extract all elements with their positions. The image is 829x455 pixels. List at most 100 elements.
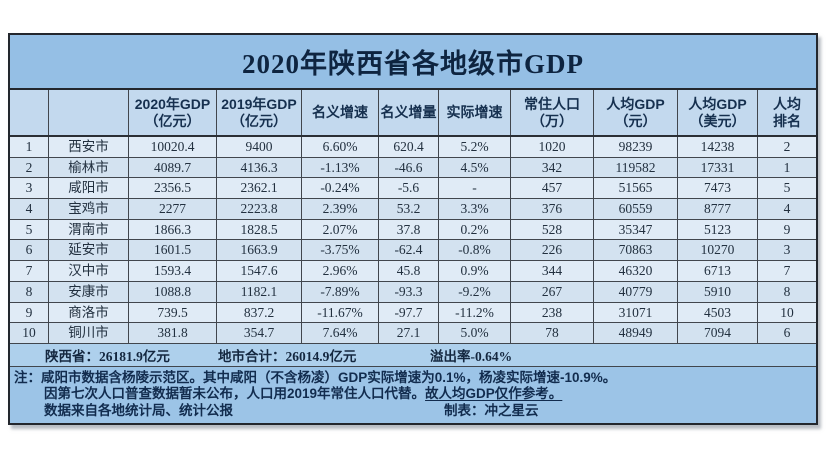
column-header-gdp-2020: 2020年GDP （亿元）	[129, 90, 217, 135]
cell-rank: 2	[10, 157, 49, 178]
cell-population: 342	[511, 157, 594, 178]
note-line-1: 注：咸阳市数据含杨陵示范区。其中咸阳（不含杨凌）GDP实际增速为0.1%，杨凌实…	[14, 370, 810, 387]
cell-city: 铜川市	[49, 323, 129, 343]
note-label: 注：	[14, 369, 41, 385]
cell-real-growth: -0.8%	[439, 240, 511, 261]
cell-nominal-growth: 2.39%	[302, 199, 379, 219]
cell-rank: 4	[10, 199, 49, 219]
cell-per-capita-rank: 2	[783, 139, 791, 154]
cell-gdp-2020: 1088.8	[129, 281, 217, 302]
cell-gdp-2020: 2356.5	[129, 178, 217, 199]
column-header-city	[49, 90, 129, 135]
cell-rank: 10	[10, 323, 49, 343]
cell-gdp-per-capita-usd: 17331	[678, 157, 758, 178]
cell-nominal-increment: 620.4	[379, 137, 439, 157]
province-total: 陕西省：26181.9亿元	[45, 348, 170, 364]
table-header-row: 2020年GDP （亿元） 2019年GDP （亿元） 名义增速 名义增量 实际增速 常住人口…	[10, 90, 816, 137]
cell-gdp-per-capita-cny: 98239	[594, 137, 678, 157]
cell-gdp-2019: 1182.1	[217, 281, 302, 302]
table-row-7: 7 汉中市 1593.4 1547.6 2.96% 45.8 0.9% 344 46320 671…	[10, 261, 816, 282]
cell-real-growth: -	[439, 178, 511, 199]
cell-gdp-per-capita-usd: 7473	[678, 178, 758, 199]
cell-gdp-2020: 381.8	[129, 323, 217, 343]
cell-rank: 6	[10, 240, 49, 261]
cities-total: 地市合计：26014.9亿元	[218, 348, 357, 364]
table-row-10: 10 铜川市 381.8 354.7 7.64% 27.1 5.0% 78 48949 7094 6	[10, 323, 816, 344]
cell-real-growth: 4.5%	[439, 157, 511, 178]
cell-nominal-growth: 6.60%	[302, 137, 379, 157]
cell-per-capita-rank: 4	[783, 201, 791, 217]
cell-per-capita-rank: 1	[783, 159, 791, 175]
spillover-rate: 溢出率-0.64%	[430, 348, 513, 364]
cell-rank: 1	[10, 137, 49, 157]
cell-city: 安康市	[49, 281, 129, 302]
cell-nominal-increment: -97.7	[379, 302, 439, 323]
cell-gdp-per-capita-cny: 70863	[594, 240, 678, 261]
cell-nominal-increment: 37.8	[379, 219, 439, 240]
cell-population: 267	[511, 281, 594, 302]
cell-gdp-2019: 4136.3	[217, 157, 302, 178]
cell-nominal-growth: 2.96%	[302, 261, 379, 281]
cell-gdp-2020: 4089.7	[129, 157, 217, 178]
note-line-3: 数据来自各地统计局、统计公报 制表：冲之星云	[14, 403, 810, 420]
cell-gdp-per-capita-usd: 4503	[678, 302, 758, 323]
notes-section: 注：咸阳市数据含杨陵示范区。其中咸阳（不含杨凌）GDP实际增速为0.1%，杨凌实…	[10, 366, 816, 424]
cell-nominal-growth: 7.64%	[302, 323, 379, 343]
cell-city: 咸阳市	[49, 178, 129, 199]
column-header-nominal-growth: 名义增速	[302, 90, 379, 135]
cell-gdp-2020: 2277	[129, 199, 217, 219]
cell-gdp-per-capita-usd: 7094	[678, 323, 758, 343]
table-row-8: 8 安康市 1088.8 1182.1 -7.89% -93.3 -9.2% 267 40779…	[10, 281, 816, 303]
cell-nominal-increment: 27.1	[379, 323, 439, 343]
cell-rank: 9	[10, 302, 49, 323]
note-line-1-text: 咸阳市数据含杨陵示范区。其中咸阳（不含杨凌）GDP实际增速为0.1%，杨凌实际增…	[41, 369, 617, 385]
cell-city: 商洛市	[49, 302, 129, 323]
cell-city: 延安市	[49, 240, 129, 261]
cell-gdp-per-capita-cny: 40779	[594, 281, 678, 302]
cell-gdp-per-capita-usd: 8777	[678, 199, 758, 219]
column-header-gdp-2019: 2019年GDP （亿元）	[217, 90, 302, 135]
cell-real-growth: 5.0%	[439, 323, 511, 343]
column-header-population: 常住人口 （万）	[511, 90, 594, 135]
column-header-nominal-increment: 名义增量	[379, 90, 439, 135]
cell-real-growth: 0.9%	[439, 261, 511, 281]
cell-gdp-2019: 9400	[217, 137, 302, 157]
note-line-2-text: 因第七次人口普查数据暂未公布，人口用2019年常住人口代替。	[44, 386, 426, 402]
cell-nominal-growth: -7.89%	[302, 281, 379, 302]
cell-nominal-increment: -46.6	[379, 157, 439, 178]
cell-real-growth: 3.3%	[439, 199, 511, 219]
cell-rank: 8	[10, 281, 49, 302]
cell-gdp-per-capita-cny: 46320	[594, 261, 678, 281]
cell-gdp-per-capita-usd: 14238	[678, 137, 758, 157]
cell-gdp-2019: 2362.1	[217, 178, 302, 199]
table-row-1: 1 西安市 10020.4 9400 6.60% 620.4 5.2% 1020 98239 14…	[10, 137, 816, 158]
cell-gdp-per-capita-usd: 10270	[678, 240, 758, 261]
cell-population: 376	[511, 199, 594, 219]
cell-gdp-2020: 1866.3	[129, 219, 217, 240]
cell-gdp-per-capita-cny: 48949	[594, 323, 678, 343]
cell-city: 西安市	[49, 137, 129, 157]
cell-nominal-increment: -5.6	[379, 178, 439, 199]
cell-gdp-2019: 837.2	[217, 302, 302, 323]
note-line-2-emphasis: 故人均GDP仅作参考。	[425, 386, 563, 402]
cell-gdp-2020: 1601.5	[129, 240, 217, 261]
cell-population: 226	[511, 240, 594, 261]
table-row-5: 5 渭南市 1866.3 1828.5 2.07% 37.8 0.2% 528 35347 512…	[10, 219, 816, 241]
cell-nominal-increment: -62.4	[379, 240, 439, 261]
cell-gdp-2019: 354.7	[217, 323, 302, 343]
column-header-per-capita-rank: 人均 排名	[773, 95, 801, 129]
cell-real-growth: 0.2%	[439, 219, 511, 240]
column-header-rank	[10, 90, 49, 135]
cell-population: 238	[511, 302, 594, 323]
table-body: 1 西安市 10020.4 9400 6.60% 620.4 5.2% 1020 98239 14…	[10, 137, 816, 344]
cell-population: 344	[511, 261, 594, 281]
cell-nominal-growth: -11.67%	[302, 302, 379, 323]
cell-gdp-2020: 739.5	[129, 302, 217, 323]
table-maker-credit: 制表：冲之星云	[444, 402, 539, 418]
cell-gdp-2019: 1828.5	[217, 219, 302, 240]
cell-population: 457	[511, 178, 594, 199]
table-title: 2020年陕西省各地级市GDP	[10, 35, 816, 90]
cell-per-capita-rank: 6	[783, 325, 791, 341]
cell-rank: 3	[10, 178, 49, 199]
cell-rank: 5	[10, 219, 49, 240]
